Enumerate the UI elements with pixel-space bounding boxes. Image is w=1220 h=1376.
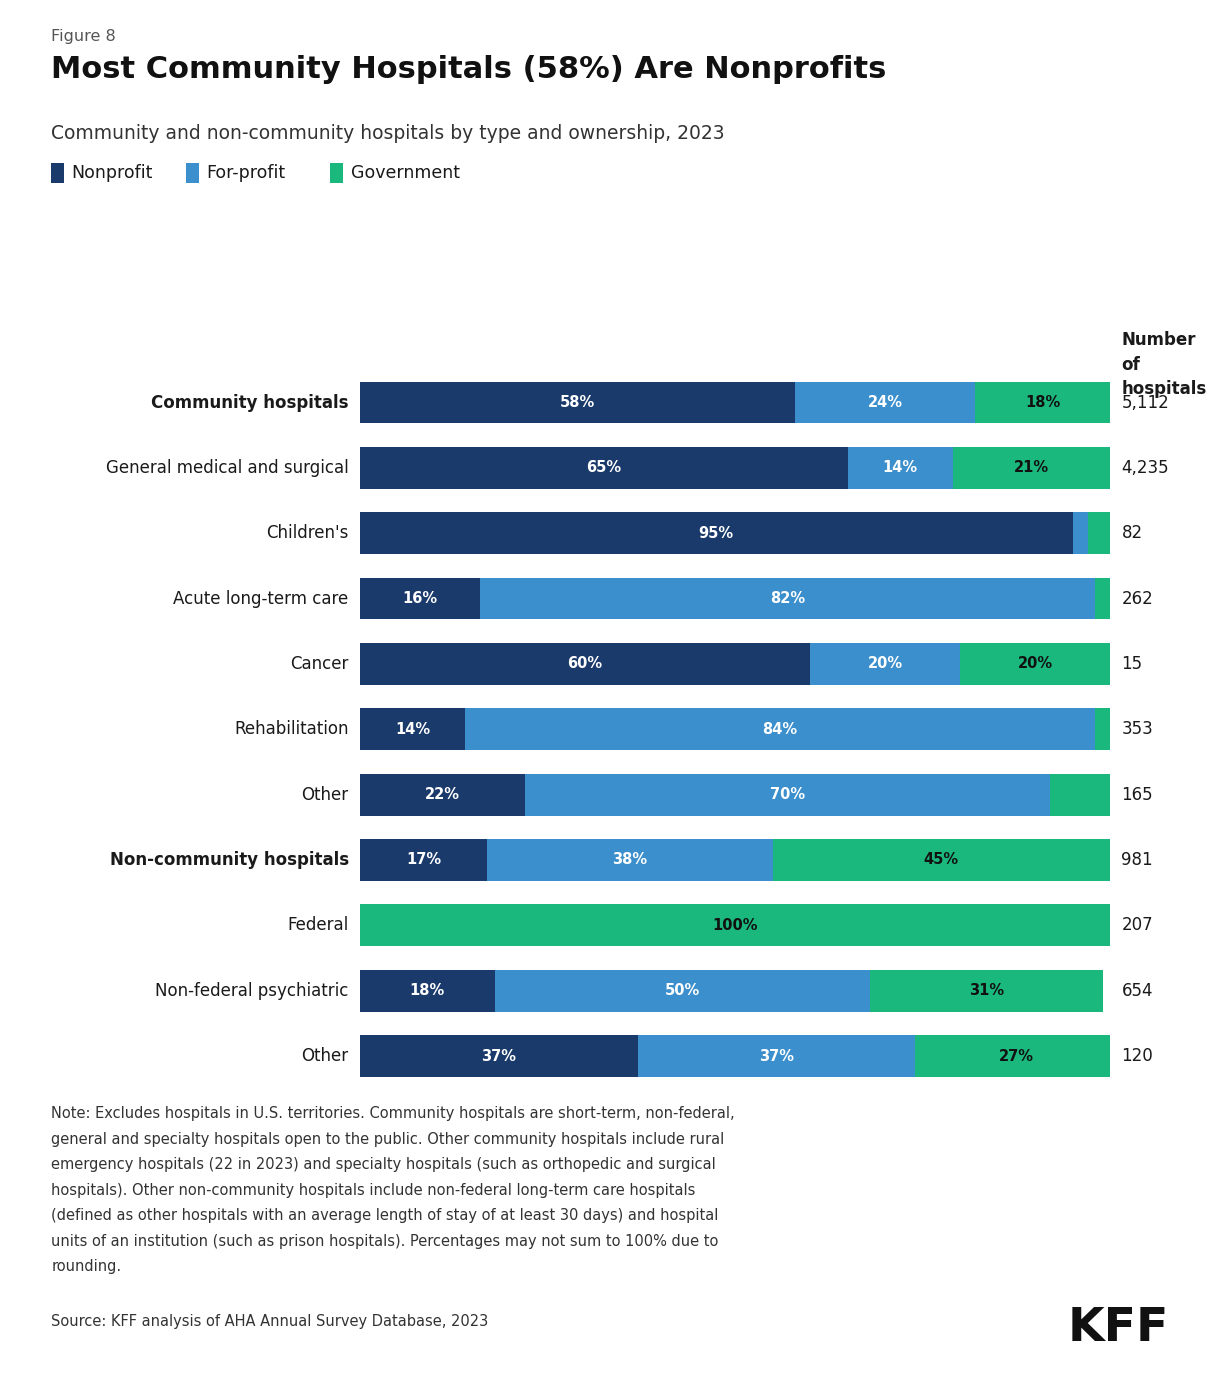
Bar	[870, 970, 1103, 1011]
Text: Federal: Federal	[288, 916, 349, 934]
Bar	[915, 1035, 1118, 1077]
Bar	[495, 970, 870, 1011]
Bar	[525, 773, 1050, 816]
Text: Source: KFF analysis of AHA Annual Survey Database, 2023: Source: KFF analysis of AHA Annual Surve…	[51, 1314, 488, 1329]
Text: 60%: 60%	[567, 656, 603, 671]
Text: 5,112: 5,112	[1121, 394, 1169, 411]
Text: 207: 207	[1121, 916, 1153, 934]
Text: 58%: 58%	[560, 395, 595, 410]
Text: hospitals). Other non-community hospitals include non-federal long-term care hos: hospitals). Other non-community hospital…	[51, 1182, 695, 1197]
Bar	[795, 381, 975, 424]
Bar	[975, 381, 1110, 424]
Bar	[1050, 773, 1110, 816]
Text: 37%: 37%	[481, 1049, 516, 1064]
Text: (defined as other hospitals with an average length of stay of at least 30 days) : (defined as other hospitals with an aver…	[51, 1208, 719, 1223]
Text: Non-community hospitals: Non-community hospitals	[110, 850, 349, 870]
Text: 38%: 38%	[612, 853, 648, 867]
Bar	[360, 839, 488, 881]
Text: Other: Other	[301, 1047, 349, 1065]
Bar	[848, 447, 953, 488]
Text: 353: 353	[1121, 720, 1153, 739]
Text: 37%: 37%	[759, 1049, 794, 1064]
Text: Rehabilitation: Rehabilitation	[234, 720, 349, 739]
Text: of: of	[1121, 355, 1141, 374]
Bar	[360, 643, 810, 685]
Bar	[953, 447, 1110, 488]
Text: 82%: 82%	[770, 592, 805, 605]
Text: 18%: 18%	[410, 984, 445, 998]
Text: 22%: 22%	[425, 787, 460, 802]
Text: 17%: 17%	[406, 853, 442, 867]
Bar	[1096, 709, 1110, 750]
Text: 262: 262	[1121, 589, 1153, 608]
Text: 4,235: 4,235	[1121, 458, 1169, 477]
Text: For-profit: For-profit	[206, 164, 285, 183]
Text: Most Community Hospitals (58%) Are Nonprofits: Most Community Hospitals (58%) Are Nonpr…	[51, 55, 887, 84]
Text: Non-federal psychiatric: Non-federal psychiatric	[155, 981, 349, 1000]
Bar	[465, 709, 1096, 750]
Text: Figure 8: Figure 8	[51, 29, 116, 44]
Text: 654: 654	[1121, 981, 1153, 1000]
Text: Children's: Children's	[266, 524, 349, 542]
Text: 981: 981	[1121, 850, 1153, 870]
Text: 20%: 20%	[867, 656, 903, 671]
Text: 24%: 24%	[867, 395, 903, 410]
Text: 20%: 20%	[1017, 656, 1053, 671]
Text: 15: 15	[1121, 655, 1143, 673]
Bar	[360, 578, 479, 619]
Bar	[1096, 578, 1110, 619]
Text: 14%: 14%	[882, 461, 917, 475]
Text: 65%: 65%	[586, 461, 621, 475]
Text: 165: 165	[1121, 786, 1153, 804]
Text: Note: Excludes hospitals in U.S. territories. Community hospitals are short-term: Note: Excludes hospitals in U.S. territo…	[51, 1106, 734, 1121]
Bar	[1072, 512, 1088, 555]
Bar	[488, 839, 772, 881]
Text: General medical and surgical: General medical and surgical	[106, 458, 349, 477]
Text: KFF: KFF	[1068, 1306, 1169, 1351]
Bar	[479, 578, 1096, 619]
Text: Cancer: Cancer	[290, 655, 349, 673]
Text: 14%: 14%	[395, 722, 429, 736]
Text: Nonprofit: Nonprofit	[71, 164, 152, 183]
Text: units of an institution (such as prison hospitals). Percentages may not sum to 1: units of an institution (such as prison …	[51, 1233, 719, 1248]
Text: 82: 82	[1121, 524, 1143, 542]
Bar	[360, 773, 525, 816]
Bar	[360, 447, 848, 488]
Bar	[960, 643, 1110, 685]
Text: 84%: 84%	[762, 722, 798, 736]
Bar	[360, 512, 1072, 555]
Text: Other: Other	[301, 786, 349, 804]
Text: 16%: 16%	[403, 592, 438, 605]
Text: 27%: 27%	[999, 1049, 1033, 1064]
Text: 31%: 31%	[969, 984, 1004, 998]
Bar	[638, 1035, 915, 1077]
Bar	[360, 1035, 638, 1077]
Text: hospitals: hospitals	[1121, 381, 1207, 399]
Bar	[810, 643, 960, 685]
Text: 21%: 21%	[1014, 461, 1049, 475]
Text: 95%: 95%	[699, 526, 734, 541]
Text: 120: 120	[1121, 1047, 1153, 1065]
Bar	[360, 904, 1110, 947]
Bar	[772, 839, 1110, 881]
Text: Community and non-community hospitals by type and ownership, 2023: Community and non-community hospitals by…	[51, 124, 725, 143]
Text: Acute long-term care: Acute long-term care	[173, 589, 349, 608]
Text: 18%: 18%	[1025, 395, 1060, 410]
Text: 70%: 70%	[770, 787, 805, 802]
Text: 100%: 100%	[712, 918, 758, 933]
Text: 50%: 50%	[665, 984, 700, 998]
Text: Number: Number	[1121, 332, 1196, 350]
Text: general and specialty hospitals open to the public. Other community hospitals in: general and specialty hospitals open to …	[51, 1131, 725, 1146]
Bar	[360, 381, 795, 424]
Text: Government: Government	[350, 164, 460, 183]
Text: rounding.: rounding.	[51, 1259, 121, 1274]
Bar	[360, 709, 465, 750]
Bar	[1088, 512, 1110, 555]
Bar	[360, 970, 495, 1011]
Text: Community hospitals: Community hospitals	[151, 394, 349, 411]
Text: 45%: 45%	[924, 853, 959, 867]
Text: emergency hospitals (22 in 2023) and specialty hospitals (such as orthopedic and: emergency hospitals (22 in 2023) and spe…	[51, 1157, 716, 1172]
